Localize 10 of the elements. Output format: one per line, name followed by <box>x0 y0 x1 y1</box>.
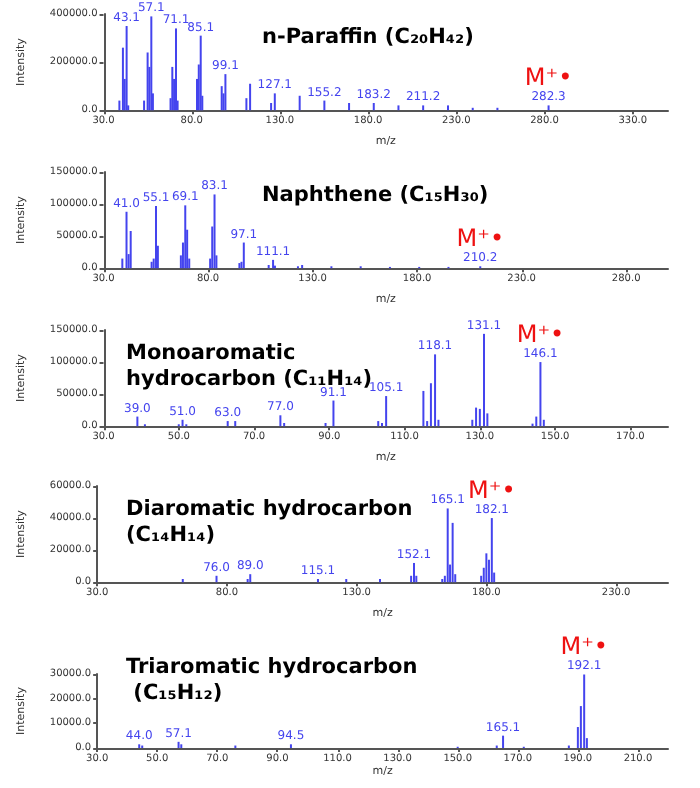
annotation: M⁺• <box>468 476 516 505</box>
text: n-Paraffin (C₂₀H₄₂) <box>262 25 474 49</box>
annotation: M⁺• <box>524 63 573 92</box>
annotation: M⁺• <box>456 223 505 252</box>
annotation: M⁺• <box>560 632 608 661</box>
annotation: M⁺• <box>516 319 565 348</box>
text: Naphthene (C₁₅H₃₀) <box>262 182 489 207</box>
text: Monoaromatic hydrocarbon (C₁₁H₁₄) <box>126 340 373 391</box>
text: Diaromatic hydrocarbon (C₁₄H₁₄) <box>126 497 420 548</box>
chart-title: Triaromatic hydrocarbon (C₁₅H₁₂) <box>126 655 418 706</box>
